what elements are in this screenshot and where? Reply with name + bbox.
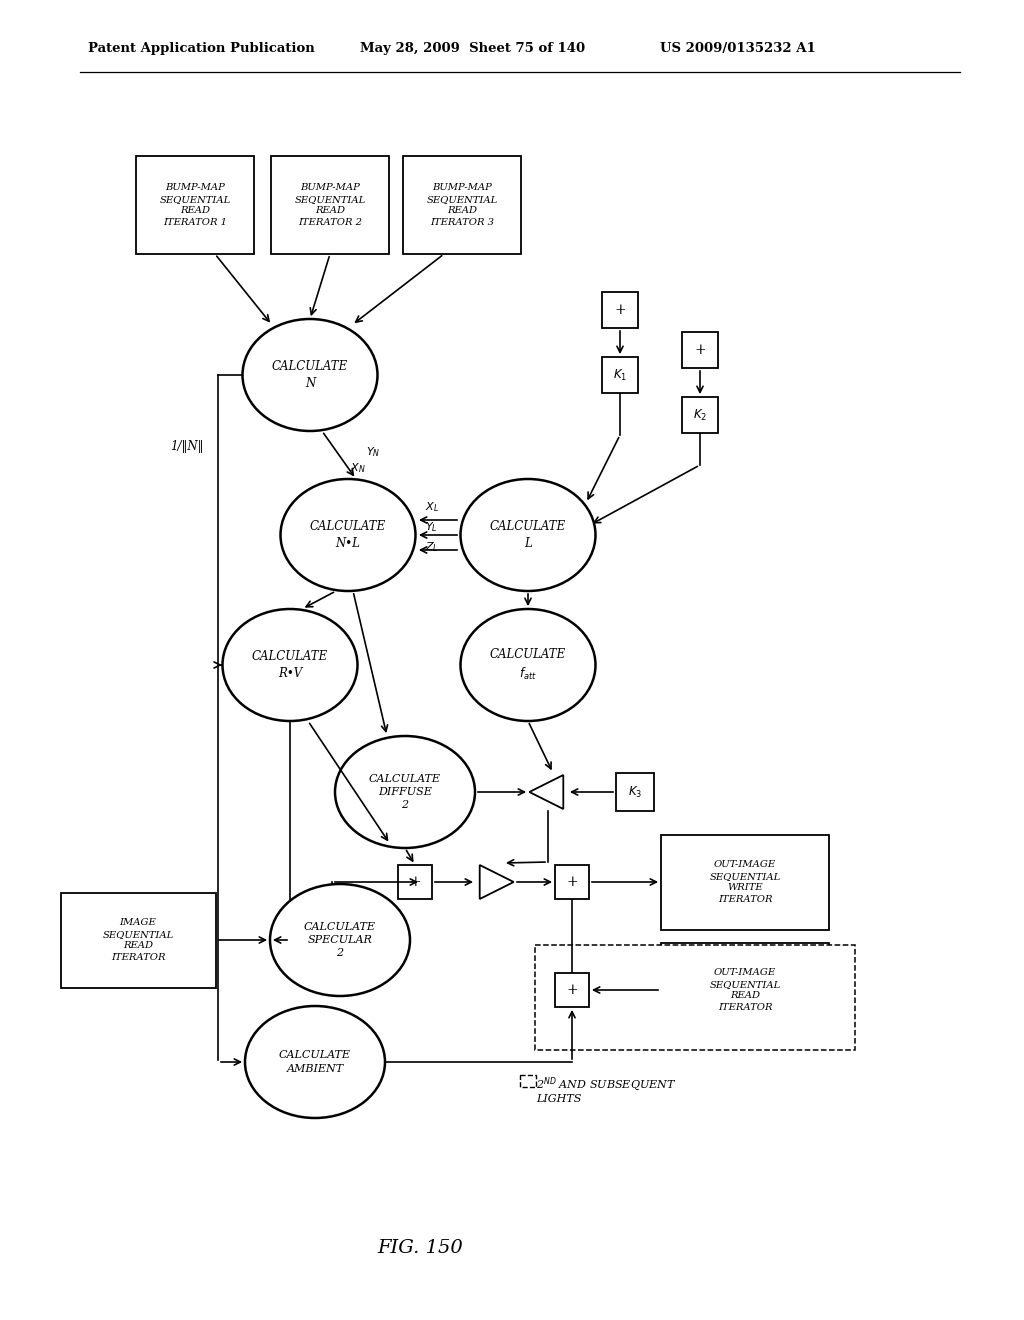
Text: +: +: [614, 304, 626, 317]
Ellipse shape: [245, 1006, 385, 1118]
Text: $X_L$: $X_L$: [425, 500, 439, 513]
Text: CALCULATE
L: CALCULATE L: [489, 520, 566, 550]
FancyBboxPatch shape: [136, 156, 254, 253]
Text: Patent Application Publication: Patent Application Publication: [88, 42, 314, 55]
Text: BUMP-MAP
SEQUENTIAL
READ
ITERATOR 1: BUMP-MAP SEQUENTIAL READ ITERATOR 1: [160, 182, 230, 227]
Text: May 28, 2009  Sheet 75 of 140: May 28, 2009 Sheet 75 of 140: [360, 42, 585, 55]
Text: OUT-IMAGE
SEQUENTIAL
WRITE
ITERATOR: OUT-IMAGE SEQUENTIAL WRITE ITERATOR: [710, 859, 780, 904]
Text: CALCULATE
$f_{att}$: CALCULATE $f_{att}$: [489, 648, 566, 682]
Text: $Z_L$: $Z_L$: [425, 540, 438, 554]
Text: $K_1$: $K_1$: [613, 367, 627, 383]
Text: $Y_N$: $Y_N$: [366, 445, 380, 459]
Text: +: +: [566, 983, 578, 997]
Text: $X_N$: $X_N$: [350, 461, 366, 475]
Text: CALCULATE
R•V: CALCULATE R•V: [252, 649, 328, 680]
Text: CALCULATE
N: CALCULATE N: [272, 360, 348, 389]
FancyBboxPatch shape: [535, 945, 855, 1049]
Text: BUMP-MAP
SEQUENTIAL
READ
ITERATOR 3: BUMP-MAP SEQUENTIAL READ ITERATOR 3: [426, 182, 498, 227]
FancyBboxPatch shape: [520, 1074, 536, 1086]
Ellipse shape: [281, 479, 416, 591]
Ellipse shape: [222, 609, 357, 721]
Text: $K_2$: $K_2$: [693, 408, 707, 422]
FancyBboxPatch shape: [398, 865, 432, 899]
FancyBboxPatch shape: [682, 397, 718, 433]
FancyBboxPatch shape: [602, 356, 638, 393]
Ellipse shape: [461, 479, 596, 591]
FancyBboxPatch shape: [682, 333, 718, 368]
Polygon shape: [479, 865, 514, 899]
FancyBboxPatch shape: [60, 892, 215, 987]
Text: CALCULATE
N•L: CALCULATE N•L: [310, 520, 386, 550]
FancyBboxPatch shape: [602, 292, 638, 327]
FancyBboxPatch shape: [662, 942, 829, 1038]
Text: 1/‖N‖: 1/‖N‖: [170, 440, 204, 453]
Ellipse shape: [461, 609, 596, 721]
Ellipse shape: [335, 737, 475, 847]
Text: CALCULATE
AMBIENT: CALCULATE AMBIENT: [279, 1051, 351, 1073]
FancyBboxPatch shape: [271, 156, 389, 253]
Text: CALCULATE
SPECULAR
2: CALCULATE SPECULAR 2: [304, 921, 376, 958]
Text: +: +: [566, 875, 578, 888]
Text: IMAGE
SEQUENTIAL
READ
ITERATOR: IMAGE SEQUENTIAL READ ITERATOR: [102, 917, 174, 962]
Text: OUT-IMAGE
SEQUENTIAL
READ
ITERATOR: OUT-IMAGE SEQUENTIAL READ ITERATOR: [710, 968, 780, 1012]
Ellipse shape: [243, 319, 378, 432]
FancyBboxPatch shape: [662, 834, 829, 929]
Text: $Y_L$: $Y_L$: [425, 520, 437, 533]
Text: +: +: [694, 343, 706, 356]
Ellipse shape: [270, 884, 410, 997]
Text: FIG. 150: FIG. 150: [377, 1239, 463, 1257]
Text: $K_3$: $K_3$: [628, 784, 642, 800]
Text: CALCULATE
DIFFUSE
2: CALCULATE DIFFUSE 2: [369, 774, 441, 810]
Polygon shape: [529, 775, 563, 809]
Text: BUMP-MAP
SEQUENTIAL
READ
ITERATOR 2: BUMP-MAP SEQUENTIAL READ ITERATOR 2: [294, 182, 366, 227]
Text: +: +: [410, 875, 421, 888]
FancyBboxPatch shape: [616, 774, 654, 810]
FancyBboxPatch shape: [555, 865, 589, 899]
FancyBboxPatch shape: [403, 156, 521, 253]
Text: 2$^{ND}$ AND SUBSEQUENT
LIGHTS: 2$^{ND}$ AND SUBSEQUENT LIGHTS: [536, 1074, 677, 1105]
Text: US 2009/0135232 A1: US 2009/0135232 A1: [660, 42, 816, 55]
FancyBboxPatch shape: [555, 973, 589, 1007]
